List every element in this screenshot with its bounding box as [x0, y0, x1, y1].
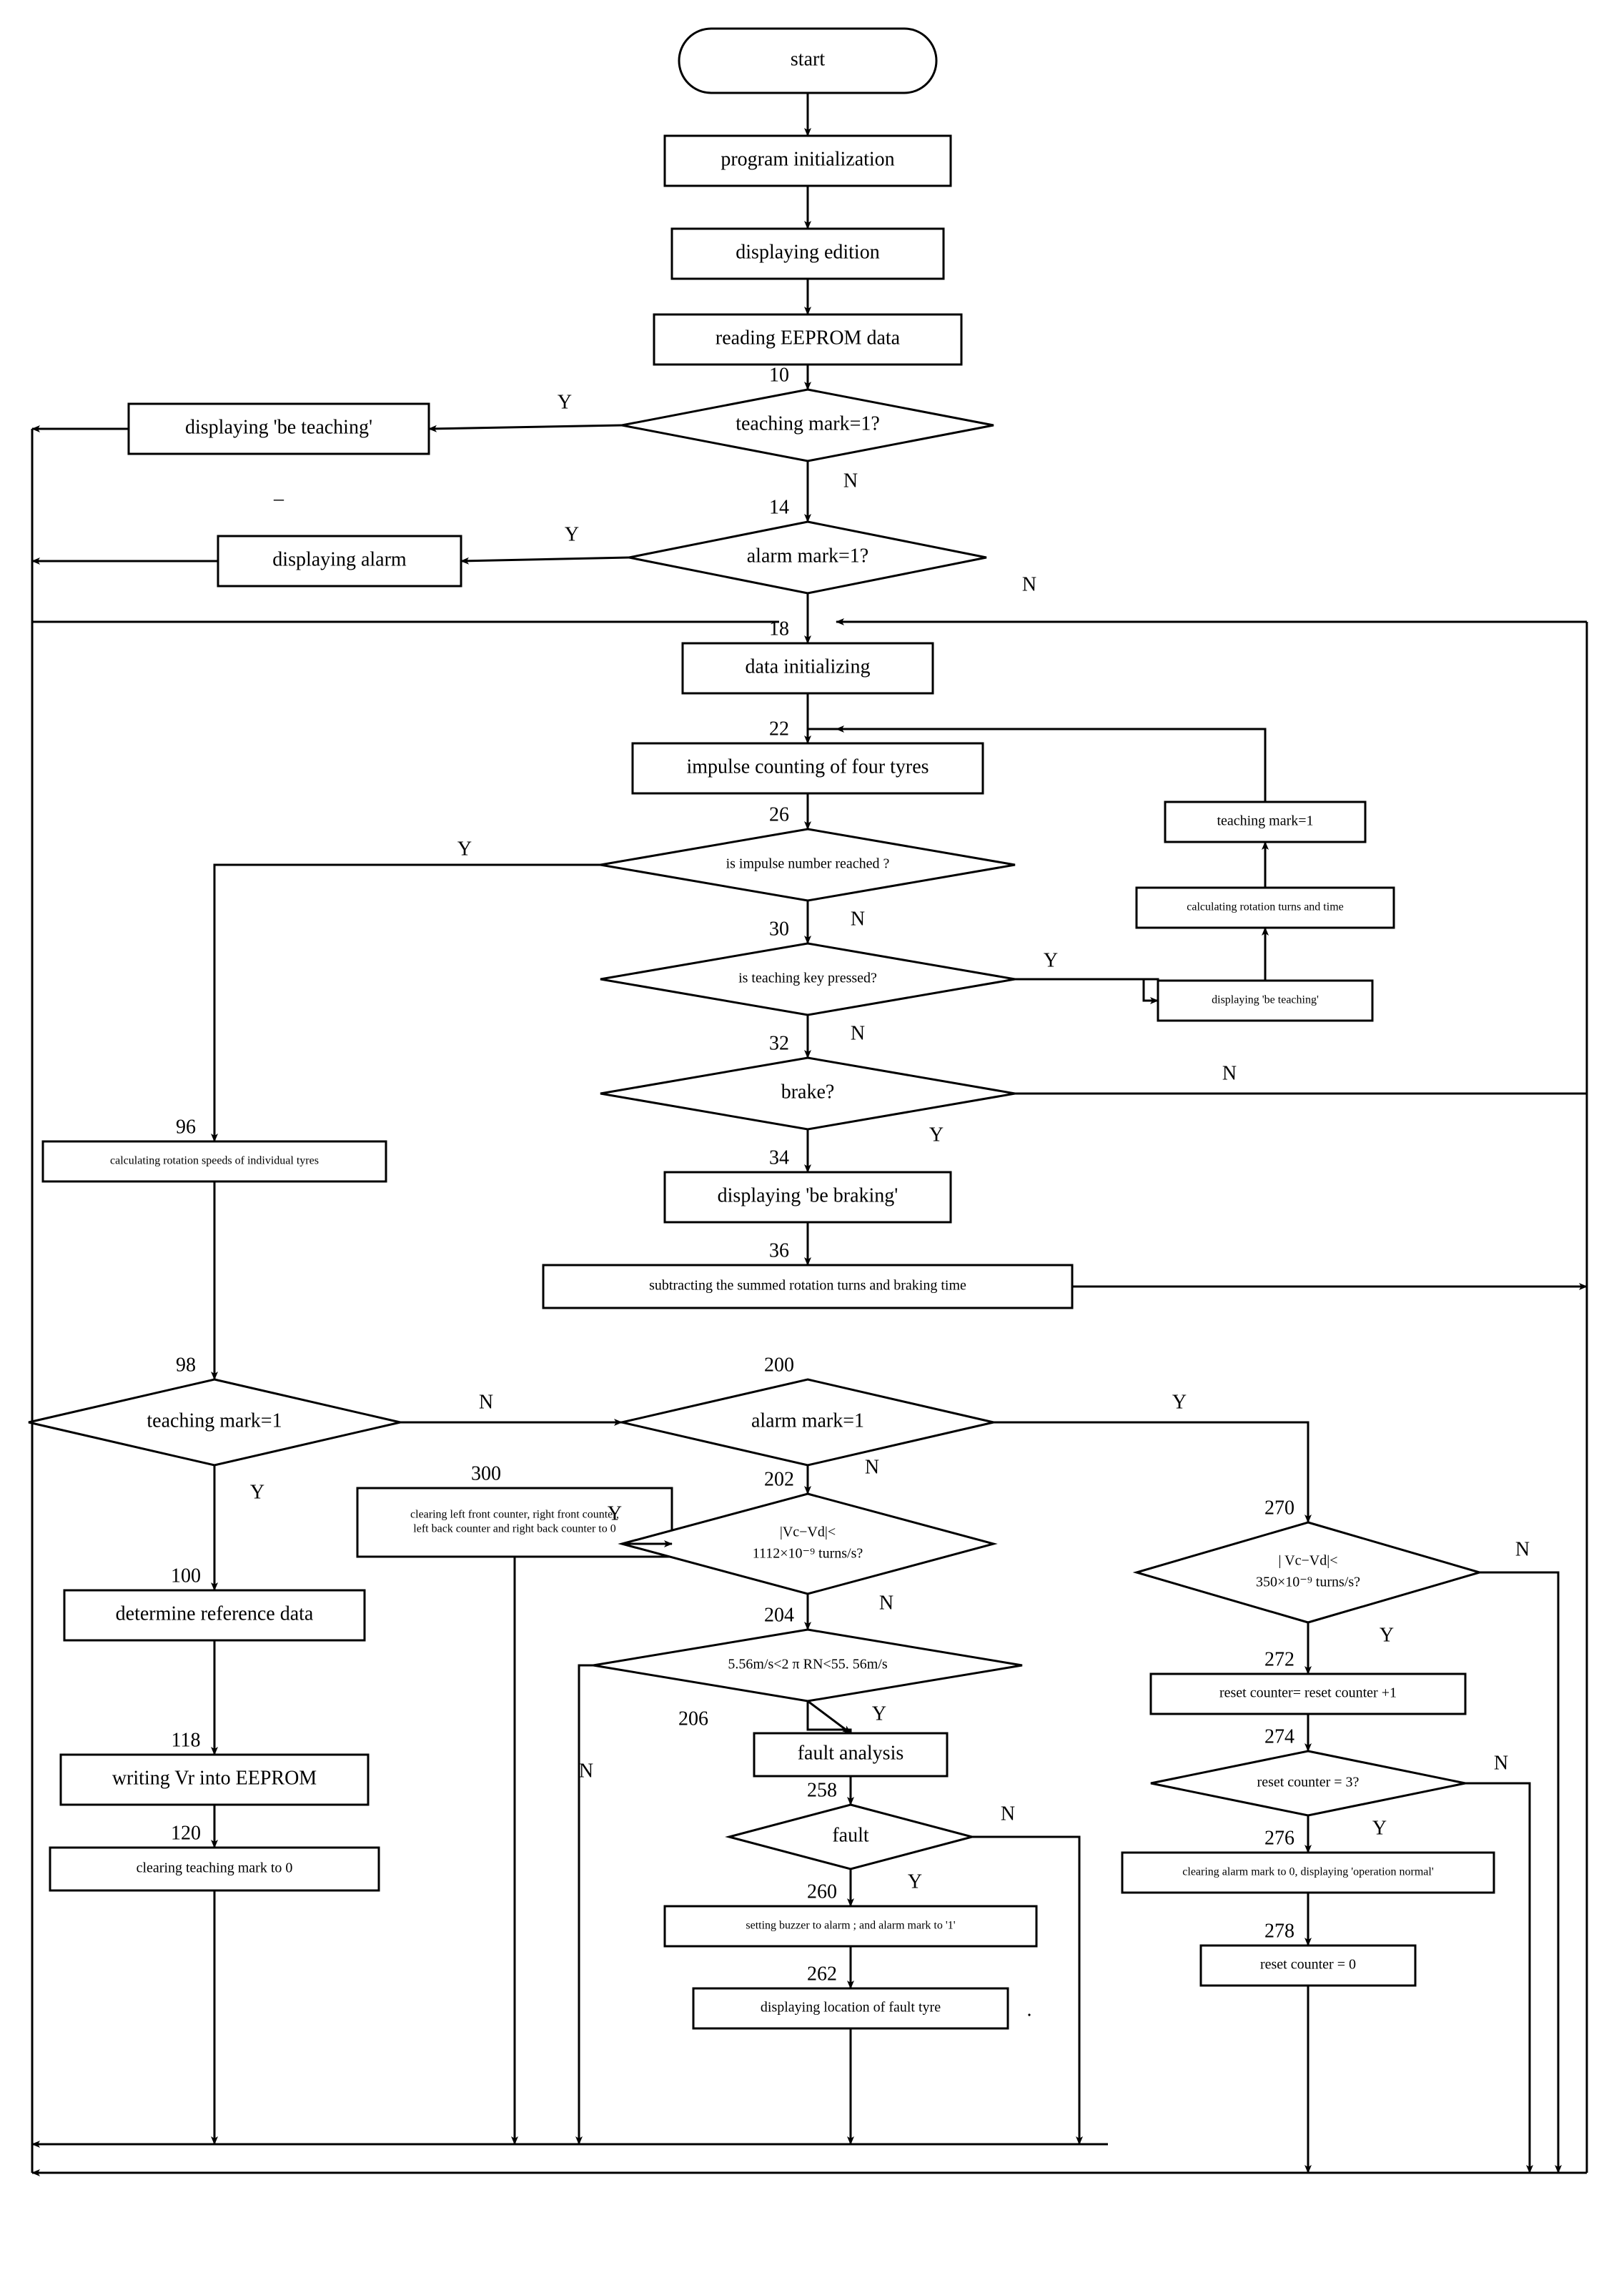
svg-text:96: 96: [176, 1116, 196, 1138]
svg-text:Y: Y: [1172, 1391, 1187, 1413]
svg-text:displaying 'be teaching': displaying 'be teaching': [185, 416, 372, 438]
svg-text:276: 276: [1264, 1827, 1294, 1849]
svg-text:5.56m/s<2 π RN<55. 56m/s: 5.56m/s<2 π RN<55. 56m/s: [728, 1657, 887, 1672]
svg-text:N: N: [1222, 1062, 1237, 1084]
svg-text:brake?: brake?: [781, 1081, 835, 1103]
svg-text:32: 32: [769, 1032, 789, 1054]
svg-text:writing Vr into EEPROM: writing Vr into EEPROM: [112, 1767, 317, 1789]
svg-text:start: start: [791, 48, 825, 70]
svg-text:left back counter and right ba: left back counter and right back counter…: [413, 1523, 615, 1535]
svg-text:202: 202: [764, 1468, 794, 1490]
svg-text:N: N: [1515, 1538, 1530, 1560]
svg-text:clearing alarm mark to 0, disp: clearing alarm mark to 0, displaying 'op…: [1182, 1866, 1434, 1878]
svg-text:Y: Y: [1044, 949, 1058, 971]
svg-text:teaching mark=1?: teaching mark=1?: [736, 412, 880, 435]
svg-text:reset counter= reset counter +: reset counter= reset counter +1: [1219, 1685, 1397, 1701]
svg-text:36: 36: [769, 1239, 789, 1262]
svg-text:impulse counting of four tyres: impulse counting of four tyres: [686, 755, 929, 778]
svg-text:300: 300: [471, 1462, 501, 1485]
svg-text:206: 206: [678, 1707, 708, 1730]
svg-text:calculating rotation speeds of: calculating rotation speeds of individua…: [110, 1155, 319, 1167]
svg-text:Y: Y: [565, 523, 579, 545]
svg-text:N: N: [879, 1592, 893, 1614]
svg-text:determine reference data: determine reference data: [116, 1602, 314, 1625]
svg-text:|Vc−Vd|<: |Vc−Vd|<: [780, 1525, 836, 1540]
svg-text:clearing teaching mark to 0: clearing teaching mark to 0: [137, 1860, 293, 1876]
svg-text:Y: Y: [558, 391, 572, 413]
svg-text:reset counter = 3?: reset counter = 3?: [1257, 1775, 1360, 1790]
svg-text:is teaching key pressed?: is teaching key pressed?: [738, 971, 877, 986]
svg-text:30: 30: [769, 918, 789, 940]
svg-text:fault: fault: [832, 1824, 869, 1846]
svg-text:N: N: [1001, 1803, 1015, 1825]
svg-text:N: N: [865, 1456, 879, 1478]
svg-text:alarm mark=1?: alarm mark=1?: [747, 545, 869, 567]
svg-text:Y: Y: [608, 1502, 622, 1525]
svg-text:N: N: [851, 1022, 865, 1044]
svg-text:Y: Y: [457, 838, 472, 860]
svg-text:Y: Y: [250, 1481, 264, 1503]
svg-text:displaying alarm: displaying alarm: [272, 548, 407, 570]
svg-text:is impulse number reached ?: is impulse number reached ?: [726, 856, 890, 872]
svg-text:118: 118: [172, 1729, 201, 1751]
svg-text:setting buzzer to alarm ; and: setting buzzer to alarm ; and alarm mark…: [746, 1920, 955, 1932]
svg-text:data initializing: data initializing: [746, 655, 871, 678]
svg-text:200: 200: [764, 1354, 794, 1376]
svg-text:N: N: [1022, 573, 1036, 595]
svg-text:98: 98: [176, 1354, 196, 1376]
svg-text:Y: Y: [1380, 1624, 1394, 1646]
svg-text:N: N: [479, 1391, 493, 1413]
svg-text:–: –: [273, 487, 284, 510]
svg-text:34: 34: [769, 1146, 789, 1169]
svg-text:reset counter = 0: reset counter = 0: [1260, 1957, 1356, 1973]
svg-text:N: N: [1494, 1752, 1508, 1774]
svg-text:26: 26: [769, 803, 789, 826]
svg-text:Y: Y: [908, 1870, 922, 1893]
svg-text:278: 278: [1264, 1920, 1294, 1942]
svg-text:| Vc−Vd|<: | Vc−Vd|<: [1279, 1553, 1338, 1569]
svg-text:Y: Y: [929, 1124, 944, 1146]
svg-text:260: 260: [807, 1880, 837, 1903]
svg-text:274: 274: [1264, 1725, 1294, 1748]
svg-text:alarm mark=1: alarm mark=1: [751, 1409, 864, 1432]
svg-text:reading EEPROM data: reading EEPROM data: [716, 327, 901, 349]
svg-text:100: 100: [171, 1565, 201, 1587]
svg-text:N: N: [579, 1760, 593, 1782]
svg-text:Y: Y: [1372, 1817, 1387, 1839]
svg-text:10: 10: [769, 364, 789, 386]
svg-text:258: 258: [807, 1779, 837, 1801]
svg-text:14: 14: [769, 496, 789, 518]
svg-text:fault analysis: fault analysis: [798, 1742, 904, 1764]
svg-text:272: 272: [1264, 1648, 1294, 1670]
svg-text:350×10⁻⁹ turns/s?: 350×10⁻⁹ turns/s?: [1256, 1575, 1360, 1590]
svg-text:program initialization: program initialization: [721, 148, 894, 170]
svg-text:teaching mark=1: teaching mark=1: [1217, 813, 1313, 829]
svg-text:clearing left front counter, r: clearing left front counter, right front…: [410, 1509, 619, 1521]
svg-text:270: 270: [1264, 1497, 1294, 1519]
svg-text:262: 262: [807, 1963, 837, 1985]
svg-text:displaying location of fault t: displaying location of fault tyre: [761, 2000, 941, 2016]
svg-text:subtracting the summed rotatio: subtracting the summed rotation turns an…: [649, 1278, 966, 1294]
svg-text:22: 22: [769, 718, 789, 740]
svg-text:N: N: [843, 470, 858, 492]
svg-text:204: 204: [764, 1604, 794, 1626]
svg-text:1112×10⁻⁹ turns/s?: 1112×10⁻⁹ turns/s?: [753, 1546, 863, 1562]
svg-text:N: N: [851, 908, 865, 930]
svg-text:displaying edition: displaying edition: [736, 241, 879, 263]
svg-text:.: .: [1027, 1998, 1032, 2021]
svg-text:120: 120: [171, 1822, 201, 1844]
svg-text:Y: Y: [872, 1702, 886, 1725]
svg-text:calculating rotation turns and: calculating rotation turns and time: [1187, 901, 1344, 913]
svg-text:displaying 'be teaching': displaying 'be teaching': [1212, 994, 1319, 1006]
svg-text:displaying 'be braking': displaying 'be braking': [718, 1184, 898, 1206]
svg-text:teaching mark=1: teaching mark=1: [147, 1409, 282, 1432]
